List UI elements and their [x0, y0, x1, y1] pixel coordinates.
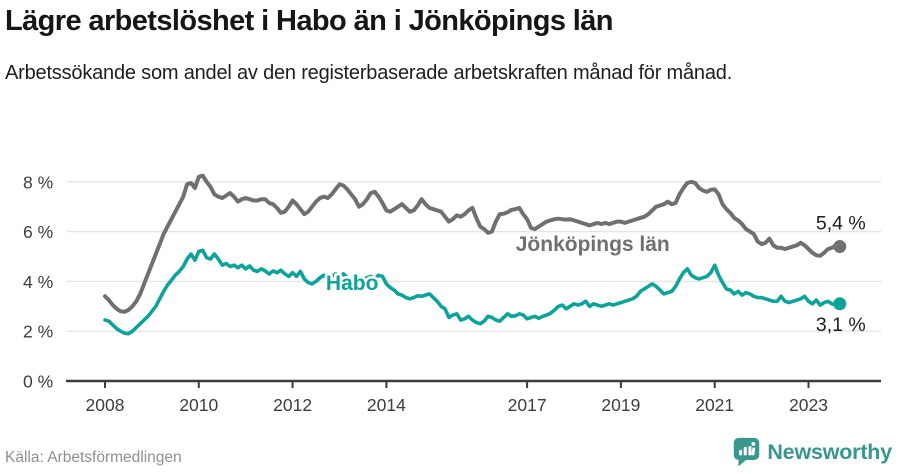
x-axis-label: 2008 — [86, 395, 125, 415]
series-label-habo: Habo — [326, 272, 379, 295]
page-title: Lägre arbetslöshet i Habo än i Jönköping… — [5, 5, 614, 37]
x-axis-label: 2019 — [601, 395, 640, 415]
chart-footer: Källa: Arbetsförmedlingen Newsworthy — [5, 437, 892, 467]
x-axis-label: 2010 — [179, 395, 218, 415]
y-axis-label: 6 % — [23, 222, 53, 242]
x-axis-label: 2021 — [695, 395, 734, 415]
end-value-label-jonkoping: 5,4 % — [816, 213, 866, 235]
end-value-label-habo: 3,1 % — [816, 314, 866, 336]
chart-subtitle: Arbetssökande som andel av den registerb… — [5, 62, 733, 84]
chart-canvas: 2008 2010 2012 2014 2017 2019 2021 2023 0 % 2 % 4 … — [23, 172, 881, 415]
y-axis-label: 8 % — [23, 172, 53, 192]
series-label-jonkoping: Jönköpings län — [516, 233, 670, 256]
x-axis-label: 2017 — [508, 395, 547, 415]
newsworthy-wordmark: Newsworthy — [767, 439, 892, 464]
newsworthy-logo-icon — [734, 437, 760, 467]
series-end-dot-habo — [833, 297, 847, 311]
series-end-dot-jonkoping — [833, 240, 847, 254]
x-axis-label: 2012 — [273, 395, 312, 415]
x-axis-label: 2014 — [367, 395, 406, 415]
series-line-jonkoping — [103, 173, 842, 314]
series-line-habo — [103, 248, 842, 336]
x-axis-label: 2023 — [789, 395, 828, 415]
y-axis-label: 4 % — [23, 272, 53, 292]
source-note: Källa: Arbetsförmedlingen — [5, 449, 182, 466]
newsworthy-brand[interactable]: Newsworthy — [733, 437, 892, 467]
line-chart: 2008 2010 2012 2014 2017 2019 2021 2023 0 % 2 % 4 … — [0, 140, 900, 440]
y-axis-label: 0 % — [23, 372, 53, 392]
y-axis-label: 2 % — [23, 322, 53, 342]
